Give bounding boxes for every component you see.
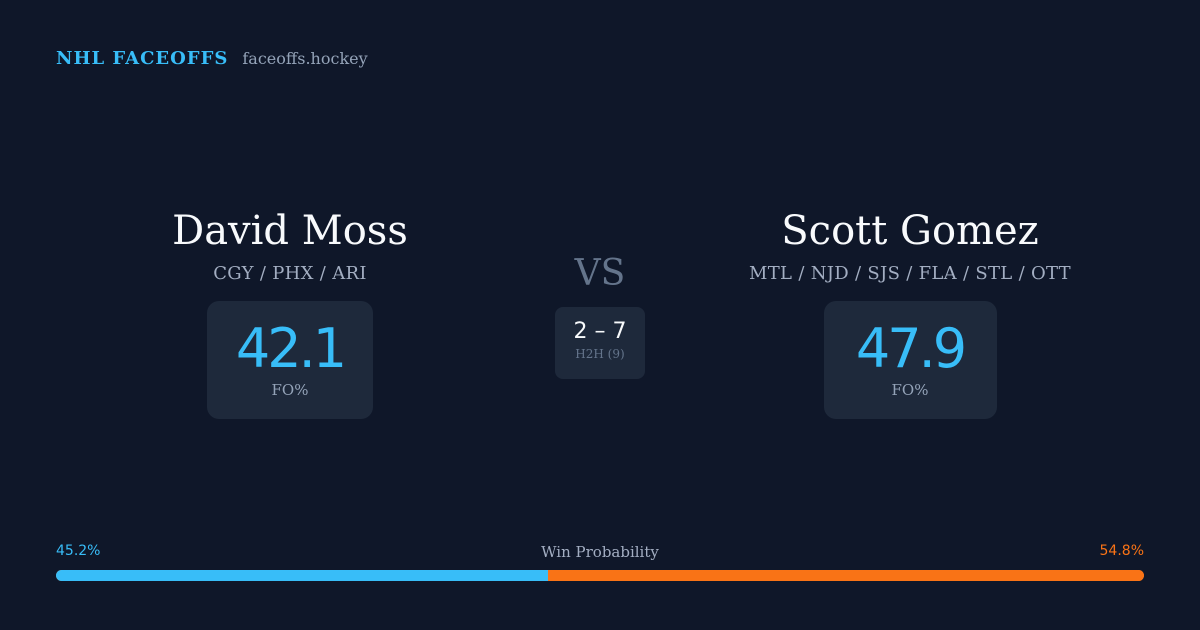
h2h-card: 2 – 7 H2H (9) [555, 307, 645, 379]
player-right: Scott Gomez MTL / NJD / SJS / FLA / STL … [690, 205, 1130, 419]
win-probability-labels: 45.2% Win Probability 54.8% [56, 543, 1144, 563]
player-left-fo-card: 42.1 FO% [207, 301, 373, 419]
brand-url: faceoffs.hockey [242, 49, 368, 68]
player-right-fo-label: FO% [891, 381, 929, 399]
win-probability-left-value: 45.2% [56, 543, 101, 559]
win-probability-right-value: 54.8% [1099, 543, 1144, 559]
player-left-fo-label: FO% [271, 381, 309, 399]
player-left-name: David Moss [172, 208, 408, 254]
win-probability-bar-left [56, 570, 548, 581]
h2h-score: 2 – 7 [573, 319, 627, 344]
h2h-label: H2H (9) [575, 347, 625, 361]
player-left-teams: CGY / PHX / ARI [213, 263, 367, 284]
brand-header: NHL FACEOFFS faceoffs.hockey [56, 48, 368, 69]
win-probability-title: Win Probability [541, 543, 659, 561]
win-probability-bar-right [547, 570, 1144, 581]
player-right-fo-value: 47.9 [855, 317, 967, 380]
player-left: David Moss CGY / PHX / ARI 42.1 FO% [70, 205, 510, 419]
win-probability-bar [56, 570, 1144, 581]
player-left-fo-value: 42.1 [235, 317, 347, 380]
vs-label: VS [574, 253, 626, 294]
player-right-fo-card: 47.9 FO% [823, 301, 997, 419]
brand-title: NHL FACEOFFS [56, 48, 229, 69]
win-probability: 45.2% Win Probability 54.8% [56, 543, 1144, 581]
player-right-name: Scott Gomez [781, 208, 1039, 254]
player-right-teams: MTL / NJD / SJS / FLA / STL / OTT [749, 263, 1071, 284]
